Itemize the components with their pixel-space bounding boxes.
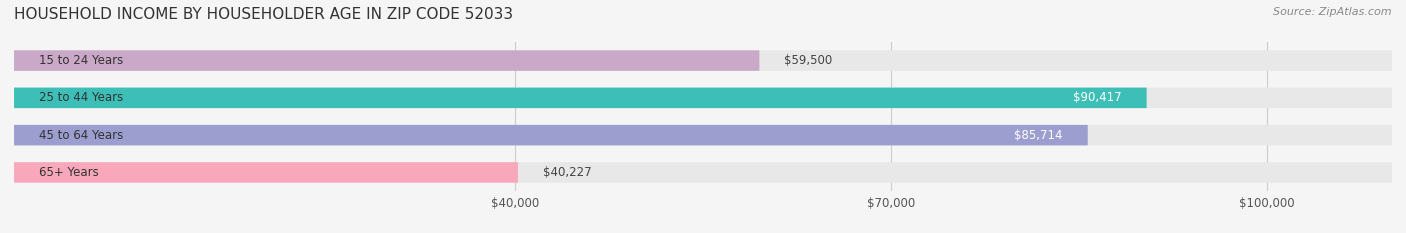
FancyBboxPatch shape	[14, 50, 759, 71]
Text: 25 to 44 Years: 25 to 44 Years	[39, 91, 124, 104]
Text: Source: ZipAtlas.com: Source: ZipAtlas.com	[1274, 7, 1392, 17]
Text: $90,417: $90,417	[1073, 91, 1122, 104]
FancyBboxPatch shape	[14, 125, 1392, 145]
FancyBboxPatch shape	[14, 162, 517, 183]
FancyBboxPatch shape	[14, 162, 1392, 183]
FancyBboxPatch shape	[14, 125, 1088, 145]
Text: $59,500: $59,500	[785, 54, 832, 67]
FancyBboxPatch shape	[14, 88, 1147, 108]
Text: 65+ Years: 65+ Years	[39, 166, 98, 179]
Text: HOUSEHOLD INCOME BY HOUSEHOLDER AGE IN ZIP CODE 52033: HOUSEHOLD INCOME BY HOUSEHOLDER AGE IN Z…	[14, 7, 513, 22]
Text: 15 to 24 Years: 15 to 24 Years	[39, 54, 124, 67]
Text: 45 to 64 Years: 45 to 64 Years	[39, 129, 124, 142]
FancyBboxPatch shape	[14, 88, 1392, 108]
Text: $85,714: $85,714	[1014, 129, 1063, 142]
FancyBboxPatch shape	[14, 50, 1392, 71]
Text: $40,227: $40,227	[543, 166, 592, 179]
